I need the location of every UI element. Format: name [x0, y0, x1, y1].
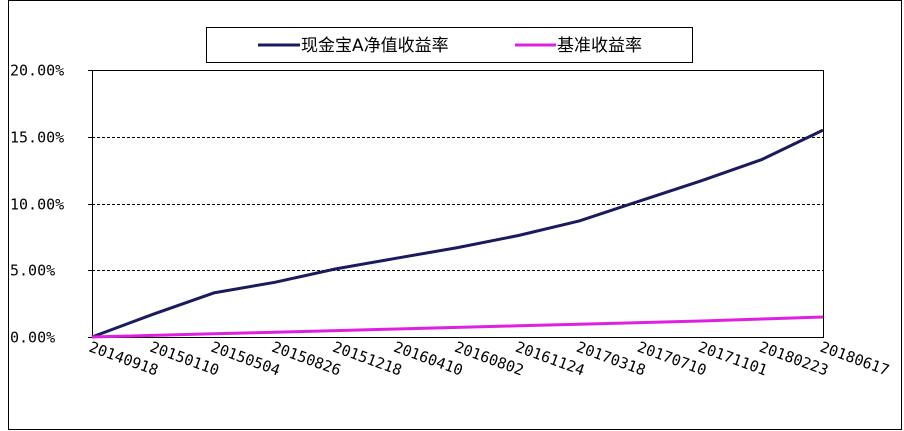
x-tick-label: 20140918: [87, 338, 161, 380]
grid-lines: [92, 137, 823, 271]
x-tick-label: 20160802: [452, 338, 526, 380]
chart-border: [8, 0, 902, 430]
x-tick-label: 20150826: [269, 338, 343, 380]
legend-label-series-0: 现金宝A净值收益率: [301, 36, 449, 56]
series-line-1: [91, 315, 824, 339]
x-tick-label: 20151218: [330, 338, 404, 380]
x-tick-label: 20161124: [513, 338, 587, 380]
y-tick-label: 15.00%: [10, 129, 64, 147]
x-tick-label: 20150110: [148, 338, 222, 380]
x-axis: 2014091820150110201505042015082620151218…: [87, 338, 892, 380]
y-tick-label: 5.00%: [10, 262, 55, 280]
legend: 现金宝A净值收益率 基准收益率: [206, 27, 693, 63]
x-tick-label: 20180223: [757, 338, 831, 380]
y-tick-label: 20.00%: [10, 62, 64, 80]
legend-label-series-1: 基准收益率: [557, 36, 642, 56]
x-tick-label: 20160410: [391, 338, 465, 380]
series-line-0: [91, 128, 824, 339]
series-lines: [91, 128, 824, 339]
y-tick-label: 0.00%: [10, 329, 55, 347]
x-tick-label: 20180617: [818, 338, 892, 380]
x-tick-label: 20170318: [574, 338, 648, 380]
x-tick-label: 20171101: [696, 338, 770, 380]
y-axis: 0.00% 5.00% 10.00% 15.00% 20.00%: [10, 62, 92, 347]
y-tick-label: 10.00%: [10, 196, 64, 214]
x-tick-label: 20150504: [208, 338, 282, 380]
x-tick-label: 20170710: [635, 338, 709, 380]
